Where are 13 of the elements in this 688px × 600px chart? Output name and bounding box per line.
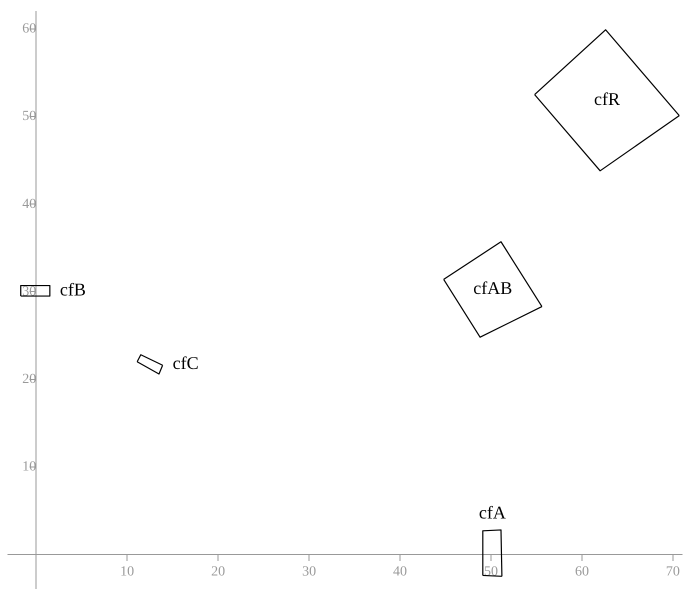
x-tick-label: 40	[393, 564, 408, 580]
series-label: cfA	[478, 502, 506, 523]
y-tick-label: 40	[22, 196, 36, 212]
series-label: cfAB	[473, 278, 512, 298]
x-tick-label: 70	[666, 564, 680, 580]
series-label: cfB	[60, 280, 86, 300]
series-label: cfC	[172, 353, 199, 374]
x-tick-label: 20	[211, 564, 226, 580]
x-tick-label: 60	[574, 564, 589, 580]
series-label: cfR	[594, 89, 620, 110]
x-tick-label: 10	[120, 564, 134, 580]
x-tick-label: 30	[302, 564, 316, 580]
y-tick-label: 60	[22, 22, 36, 37]
